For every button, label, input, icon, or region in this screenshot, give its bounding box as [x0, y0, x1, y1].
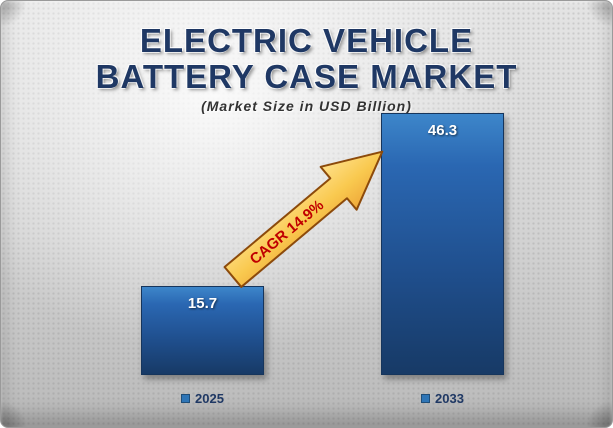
legend-item-2033: 2033	[381, 391, 504, 406]
legend-label-2033: 2033	[435, 391, 464, 406]
cagr-growth-arrow-icon: CAGR 14.9%	[223, 150, 384, 288]
arrow-shape	[223, 150, 384, 288]
legend-item-2025: 2025	[141, 391, 264, 406]
bar-value-2033: 46.3	[427, 122, 458, 139]
legend: 2025 2033	[1, 391, 612, 411]
chart-title: ELECTRIC VEHICLE BATTERY CASE MARKET	[1, 22, 612, 96]
chart-subtitle: (Market Size in USD Billion)	[201, 98, 412, 114]
bar-value-2025: 15.7	[187, 295, 218, 312]
legend-label-2025: 2025	[195, 391, 224, 406]
cagr-label: CAGR 14.9%	[247, 197, 328, 268]
legend-swatch-2025-icon	[181, 394, 191, 403]
bar-2033: 46.3	[381, 113, 504, 375]
bar-2025: 15.7	[141, 286, 264, 375]
legend-swatch-2033-icon	[421, 394, 431, 403]
chart-title-line1: ELECTRIC VEHICLE	[139, 22, 474, 59]
chart-title-line2: BATTERY CASE MARKET	[95, 58, 518, 96]
